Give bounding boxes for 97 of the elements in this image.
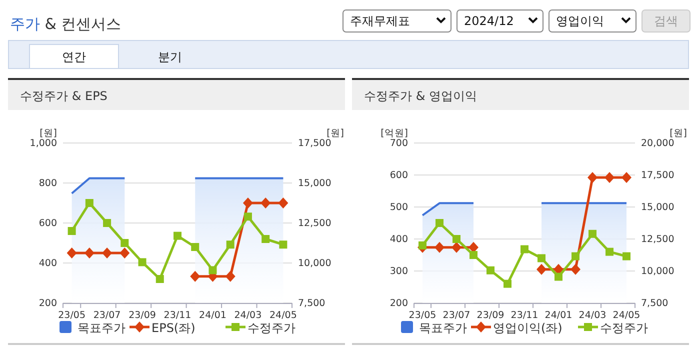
- y-tick-label: 400: [390, 234, 408, 245]
- point: [102, 248, 112, 258]
- point: [156, 275, 164, 283]
- y2-tick-label: 12,500: [298, 218, 332, 229]
- point: [520, 245, 528, 254]
- point: [190, 270, 200, 282]
- y2-tick-label: 17,500: [298, 138, 332, 149]
- y2-axis-title: [원]: [670, 128, 687, 139]
- point: [606, 248, 614, 256]
- point: [174, 232, 182, 240]
- y2-tick-label: 17,500: [641, 170, 674, 181]
- point: [486, 266, 494, 274]
- point: [279, 240, 288, 249]
- y2-tick-label: 7,500: [641, 298, 668, 309]
- y2-tick-label: 20,000: [641, 138, 674, 149]
- point: [208, 266, 217, 274]
- x-tick-label: 24/05: [612, 310, 640, 321]
- y2-tick-label: 10,000: [641, 266, 674, 277]
- point: [103, 219, 112, 227]
- x-tick-label: 24/03: [234, 310, 262, 321]
- chart-title: 수정주가 & EPS: [20, 89, 108, 103]
- y2-tick-label: 15,000: [298, 178, 332, 189]
- point: [262, 235, 270, 243]
- point: [604, 172, 614, 184]
- point: [68, 227, 76, 235]
- y-tick-label: 200: [390, 298, 408, 309]
- x-tick-label: 23/11: [510, 310, 538, 321]
- text: 연간: [62, 50, 86, 64]
- text: 주가 & 컨센서스: [10, 15, 122, 33]
- legend-label: 목표주가: [78, 321, 126, 335]
- y2-tick-label: 12,500: [641, 234, 674, 245]
- point: [470, 251, 478, 259]
- point: [278, 198, 288, 208]
- point: [138, 258, 146, 266]
- point: [588, 172, 598, 184]
- point: [225, 270, 236, 282]
- point: [572, 252, 580, 260]
- text: 영업이익: [556, 14, 604, 28]
- legend-label: 영업이익(좌): [493, 321, 562, 335]
- y-tick-label: 200: [38, 298, 57, 309]
- point: [120, 239, 129, 247]
- x-tick-label: 23/05: [408, 310, 436, 321]
- y-tick-label: 800: [38, 178, 57, 189]
- x-tick-label: 23/09: [128, 310, 156, 321]
- point: [622, 252, 630, 260]
- y-tick-label: 500: [390, 202, 408, 213]
- x-tick-label: 24/01: [199, 310, 226, 321]
- text: 주재무제표: [350, 14, 410, 28]
- x-tick-label: 23/07: [93, 310, 121, 321]
- y-tick-label: 700: [390, 138, 408, 149]
- x-tick-label: 23/11: [164, 310, 192, 321]
- point: [588, 230, 596, 238]
- point: [260, 198, 271, 208]
- y2-tick-label: 10,000: [298, 258, 332, 269]
- x-tick-label: 23/05: [58, 310, 86, 321]
- y2-tick-label: 7,500: [298, 298, 326, 309]
- point: [434, 242, 444, 253]
- legend-label: 수정주가: [600, 321, 648, 335]
- point: [120, 248, 130, 258]
- y2-tick-label: 15,000: [641, 202, 674, 213]
- point: [226, 240, 234, 249]
- legend-label: 목표주가: [419, 321, 467, 335]
- y-tick-label: 600: [390, 170, 408, 181]
- y-axis-title: [원]: [40, 128, 57, 139]
- point: [191, 243, 200, 251]
- point: [452, 235, 460, 243]
- point: [84, 248, 94, 258]
- point: [418, 241, 426, 250]
- y-tick-label: 1,000: [30, 138, 57, 149]
- x-tick-label: 24/01: [544, 310, 572, 321]
- legend-label: 수정주가: [248, 321, 296, 335]
- point: [244, 212, 252, 221]
- point: [452, 242, 462, 253]
- x-tick-label: 24/03: [578, 310, 606, 321]
- x-tick-label: 23/09: [476, 310, 504, 321]
- point: [570, 264, 580, 275]
- point: [66, 248, 77, 258]
- y-axis-title: [억원]: [380, 128, 408, 139]
- point: [436, 219, 444, 227]
- chart-title: 수정주가 & 영업이익: [364, 89, 477, 103]
- y-tick-label: 400: [38, 258, 57, 269]
- point: [538, 254, 546, 262]
- x-tick-label: 23/07: [442, 310, 470, 321]
- x-tick-label: 24/05: [269, 310, 297, 321]
- text: 분기: [158, 50, 182, 64]
- point: [536, 264, 546, 275]
- text: 검색: [654, 14, 678, 28]
- y-tick-label: 600: [38, 218, 57, 229]
- point: [242, 198, 253, 208]
- point: [85, 199, 94, 207]
- point: [504, 280, 512, 288]
- y-tick-label: 300: [390, 266, 408, 277]
- point: [554, 272, 562, 281]
- point: [622, 172, 632, 184]
- y2-axis-title: [원]: [326, 128, 344, 139]
- text: 2024/12: [464, 14, 514, 28]
- legend-label: EPS(좌): [152, 321, 196, 335]
